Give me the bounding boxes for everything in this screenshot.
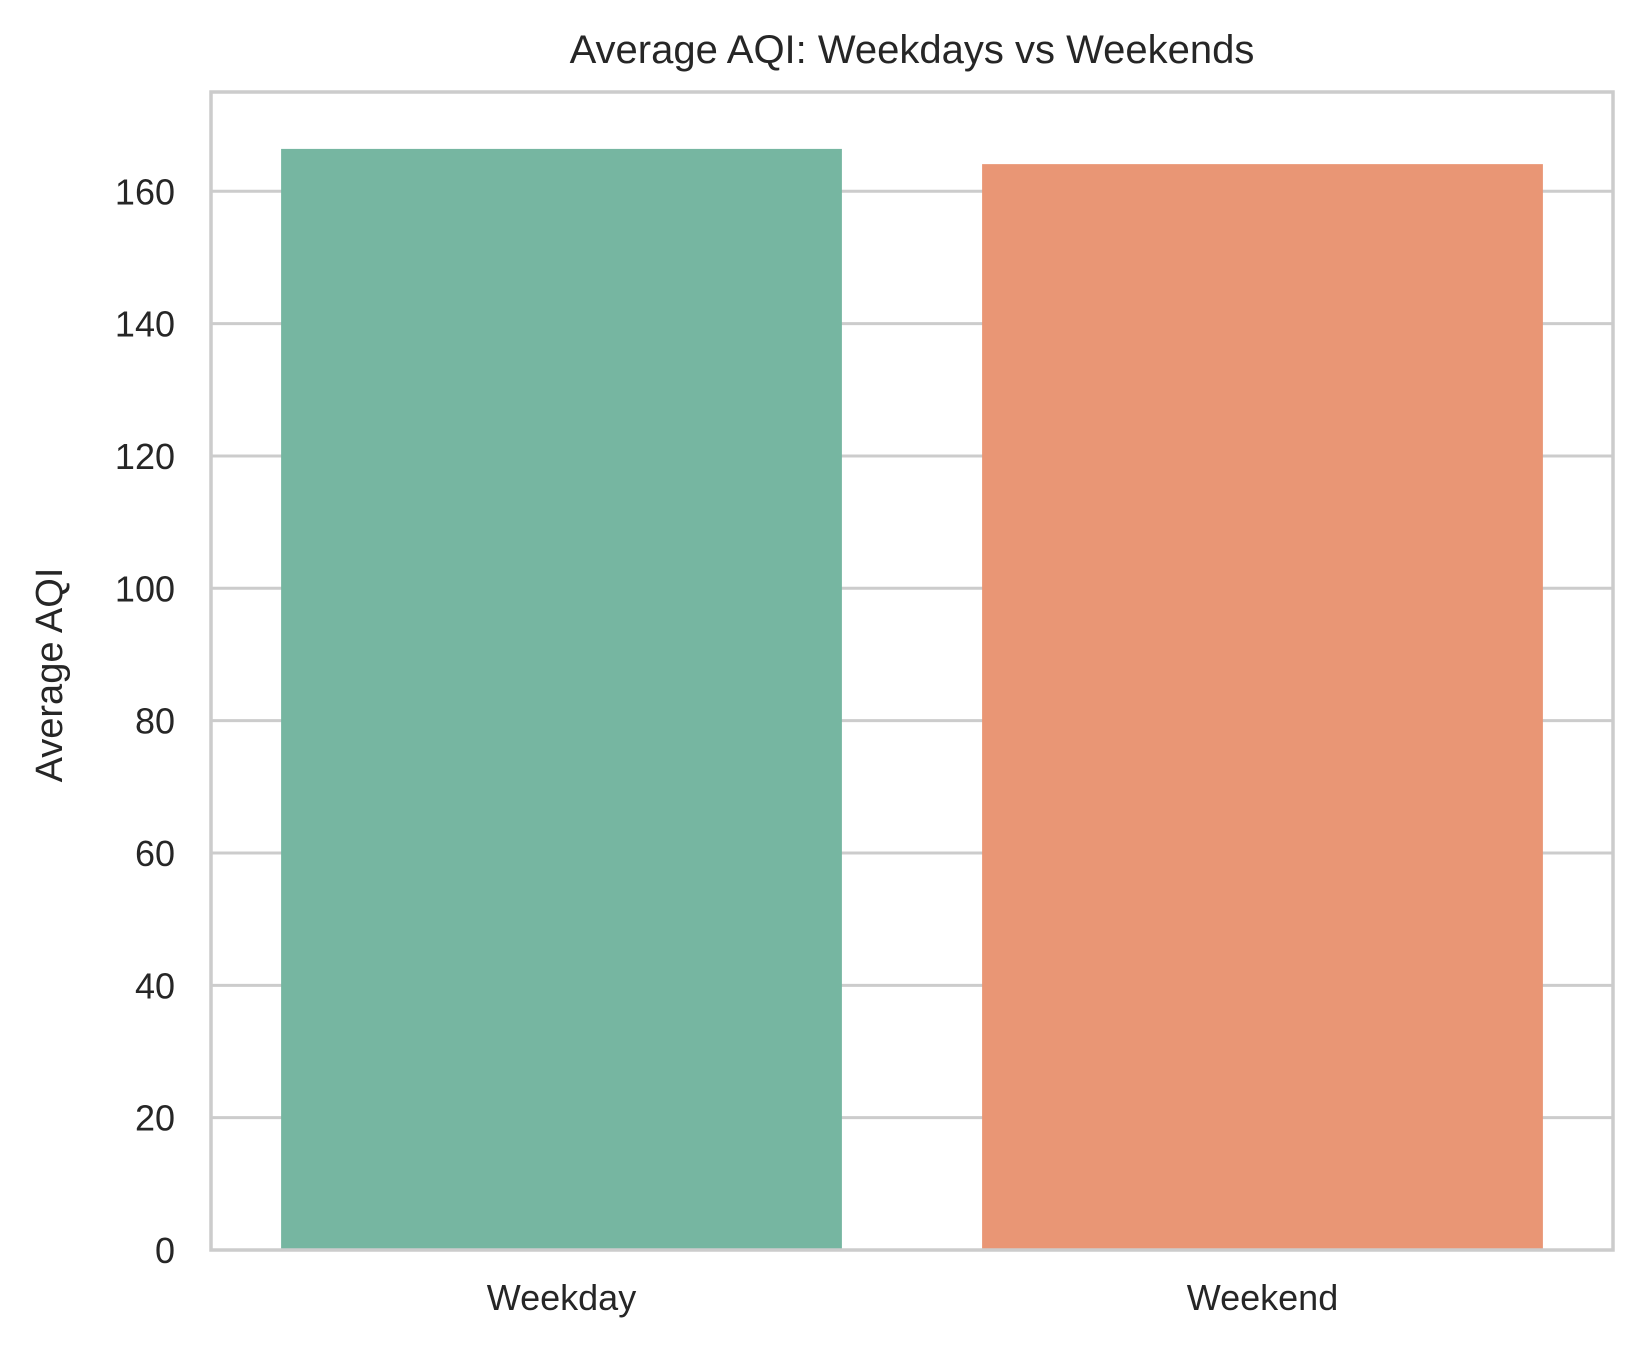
y-tick-label: 100 — [115, 568, 175, 609]
y-tick-label: 80 — [135, 701, 175, 742]
y-tick-label: 0 — [155, 1230, 175, 1271]
plot-frame — [209, 90, 1615, 1252]
bars — [281, 148, 1543, 1251]
y-tick-label: 140 — [115, 304, 175, 345]
x-tick-labels: Weekday Weekend — [487, 1277, 1338, 1318]
y-tick-label: 20 — [135, 1098, 175, 1139]
y-tick-label: 120 — [115, 436, 175, 477]
y-tick-label: 60 — [135, 833, 175, 874]
x-tick-label-weekday: Weekday — [487, 1277, 636, 1318]
bar-weekend — [982, 164, 1543, 1251]
y-tick-labels: 0 20 40 60 80 100 120 140 160 — [115, 171, 175, 1271]
chart-title: Average AQI: Weekdays vs Weekends — [570, 28, 1255, 72]
y-tick-label: 160 — [115, 171, 175, 212]
y-tick-label: 40 — [135, 965, 175, 1006]
bar-weekday — [281, 148, 842, 1250]
y-axis-label: Average AQI — [29, 568, 71, 783]
x-tick-label-weekend: Weekend — [1187, 1277, 1338, 1318]
